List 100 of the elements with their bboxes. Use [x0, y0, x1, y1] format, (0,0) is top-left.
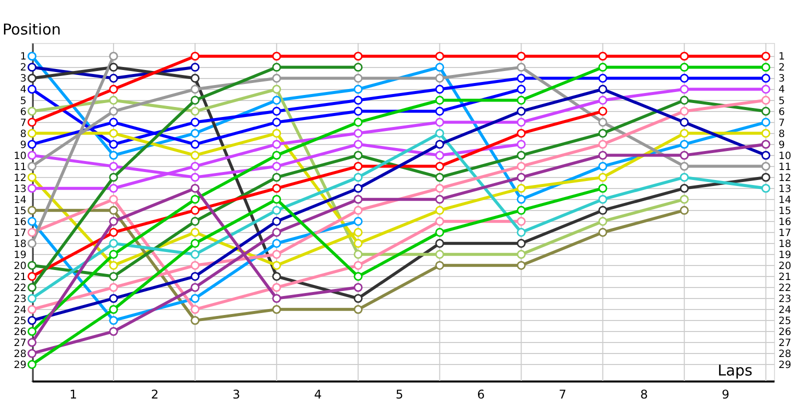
y-tick-label: 18: [14, 238, 26, 250]
point: [354, 294, 363, 303]
y2-tick-label: 2: [778, 62, 785, 74]
point: [761, 162, 770, 171]
point: [516, 140, 526, 149]
point: [109, 327, 118, 336]
point: [272, 62, 282, 72]
point: [28, 272, 36, 281]
point: [761, 62, 770, 72]
point: [761, 52, 770, 61]
point: [761, 184, 770, 193]
point: [435, 216, 444, 226]
point: [435, 84, 444, 94]
x-tick-label: 9: [722, 388, 730, 400]
point: [354, 62, 363, 72]
point: [516, 74, 526, 83]
point: [680, 62, 689, 72]
y-tick-label: 1: [20, 52, 26, 63]
point: [190, 216, 200, 226]
point: [354, 216, 363, 226]
point: [354, 184, 363, 193]
y-tick-label: 10: [14, 150, 26, 162]
y2-tick-label: 6: [778, 106, 785, 118]
y2-tick-label: 17: [778, 228, 792, 239]
point: [28, 128, 36, 138]
point: [435, 74, 444, 83]
point: [435, 238, 444, 248]
point: [109, 194, 118, 204]
y-axis-title: Position: [2, 20, 61, 38]
point: [354, 304, 363, 314]
point: [354, 128, 363, 138]
point: [598, 118, 608, 127]
point: [516, 52, 526, 61]
point: [109, 228, 118, 237]
point: [516, 128, 526, 138]
point: [272, 150, 282, 160]
point: [272, 84, 282, 94]
point: [516, 84, 526, 94]
point: [190, 316, 200, 325]
point: [516, 162, 526, 171]
point: [516, 228, 526, 237]
point: [190, 172, 200, 182]
x-tick-label: 5: [396, 388, 404, 400]
point: [272, 194, 282, 204]
point: [190, 206, 200, 215]
y-tick-label: 19: [14, 250, 26, 261]
point: [109, 172, 118, 182]
point: [109, 272, 118, 281]
y2-tick-label: 14: [778, 194, 792, 206]
point: [190, 84, 200, 94]
y-tick-label: 14: [14, 194, 26, 206]
point: [516, 118, 526, 127]
point: [435, 140, 444, 149]
point: [354, 282, 363, 292]
point: [680, 184, 689, 193]
point: [28, 316, 36, 325]
y2-tick-label: 29: [778, 360, 792, 371]
point: [109, 304, 118, 314]
point: [190, 228, 200, 237]
point: [680, 172, 689, 182]
point: [28, 62, 36, 72]
point: [598, 140, 608, 149]
point: [516, 250, 526, 259]
y-tick-label: 13: [14, 184, 26, 195]
point: [109, 62, 118, 72]
point: [272, 250, 282, 259]
point: [28, 349, 36, 358]
point: [109, 294, 118, 303]
point: [435, 206, 444, 215]
point: [354, 84, 363, 94]
point: [598, 96, 608, 105]
point: [435, 194, 444, 204]
point: [680, 74, 689, 83]
point: [598, 84, 608, 94]
point: [516, 150, 526, 160]
y2-tick-label: 21: [778, 272, 792, 283]
point: [28, 52, 36, 61]
y2-tick-label: 8: [778, 128, 785, 140]
point: [272, 206, 282, 215]
y2-tick-label: 22: [778, 282, 792, 294]
y-tick-label: 11: [14, 162, 26, 173]
point: [516, 194, 526, 204]
point: [435, 128, 444, 138]
point: [598, 52, 608, 61]
point: [190, 282, 200, 292]
point: [28, 228, 36, 237]
y2-tick-label: 26: [778, 326, 792, 338]
point: [354, 118, 363, 127]
point: [354, 106, 363, 116]
point: [516, 96, 526, 105]
x-axis-title: Laps: [718, 362, 753, 380]
point: [190, 140, 200, 149]
point: [598, 62, 608, 72]
point: [761, 106, 770, 116]
point: [272, 238, 282, 248]
point: [190, 106, 200, 116]
point: [435, 260, 444, 270]
x-tick-label: 6: [477, 388, 485, 400]
point: [598, 184, 608, 193]
point: [435, 184, 444, 193]
